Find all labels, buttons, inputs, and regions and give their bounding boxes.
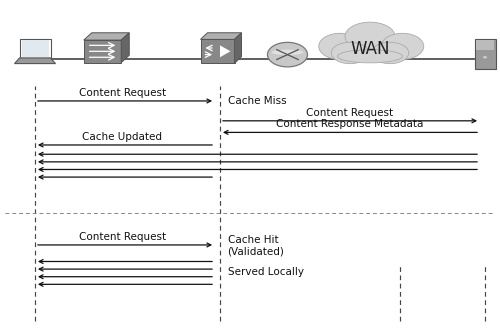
- Text: Served Locally: Served Locally: [228, 267, 304, 277]
- Text: Cache Hit
(Validated): Cache Hit (Validated): [228, 235, 284, 257]
- Polygon shape: [220, 45, 230, 57]
- Ellipse shape: [331, 42, 369, 64]
- Text: Content Request: Content Request: [306, 108, 394, 118]
- Polygon shape: [84, 40, 121, 63]
- Polygon shape: [20, 39, 50, 58]
- Circle shape: [483, 56, 487, 59]
- Polygon shape: [121, 33, 129, 63]
- Ellipse shape: [345, 22, 395, 51]
- Polygon shape: [200, 39, 234, 63]
- Ellipse shape: [272, 50, 304, 55]
- Polygon shape: [200, 33, 241, 39]
- Polygon shape: [22, 40, 48, 57]
- Text: WAN: WAN: [350, 40, 390, 58]
- Text: Cache Updated: Cache Updated: [82, 132, 162, 142]
- Polygon shape: [476, 40, 494, 50]
- Text: Content Request: Content Request: [79, 232, 166, 242]
- Ellipse shape: [338, 50, 402, 63]
- Polygon shape: [14, 58, 56, 64]
- Ellipse shape: [318, 33, 361, 59]
- Polygon shape: [234, 33, 242, 63]
- Ellipse shape: [371, 42, 409, 64]
- Text: Content Request: Content Request: [79, 88, 166, 98]
- Text: Cache Miss: Cache Miss: [228, 96, 286, 106]
- Text: Content Response Metadata: Content Response Metadata: [276, 119, 424, 129]
- Polygon shape: [84, 33, 129, 40]
- Ellipse shape: [381, 33, 424, 59]
- Polygon shape: [474, 39, 496, 69]
- Ellipse shape: [268, 42, 308, 67]
